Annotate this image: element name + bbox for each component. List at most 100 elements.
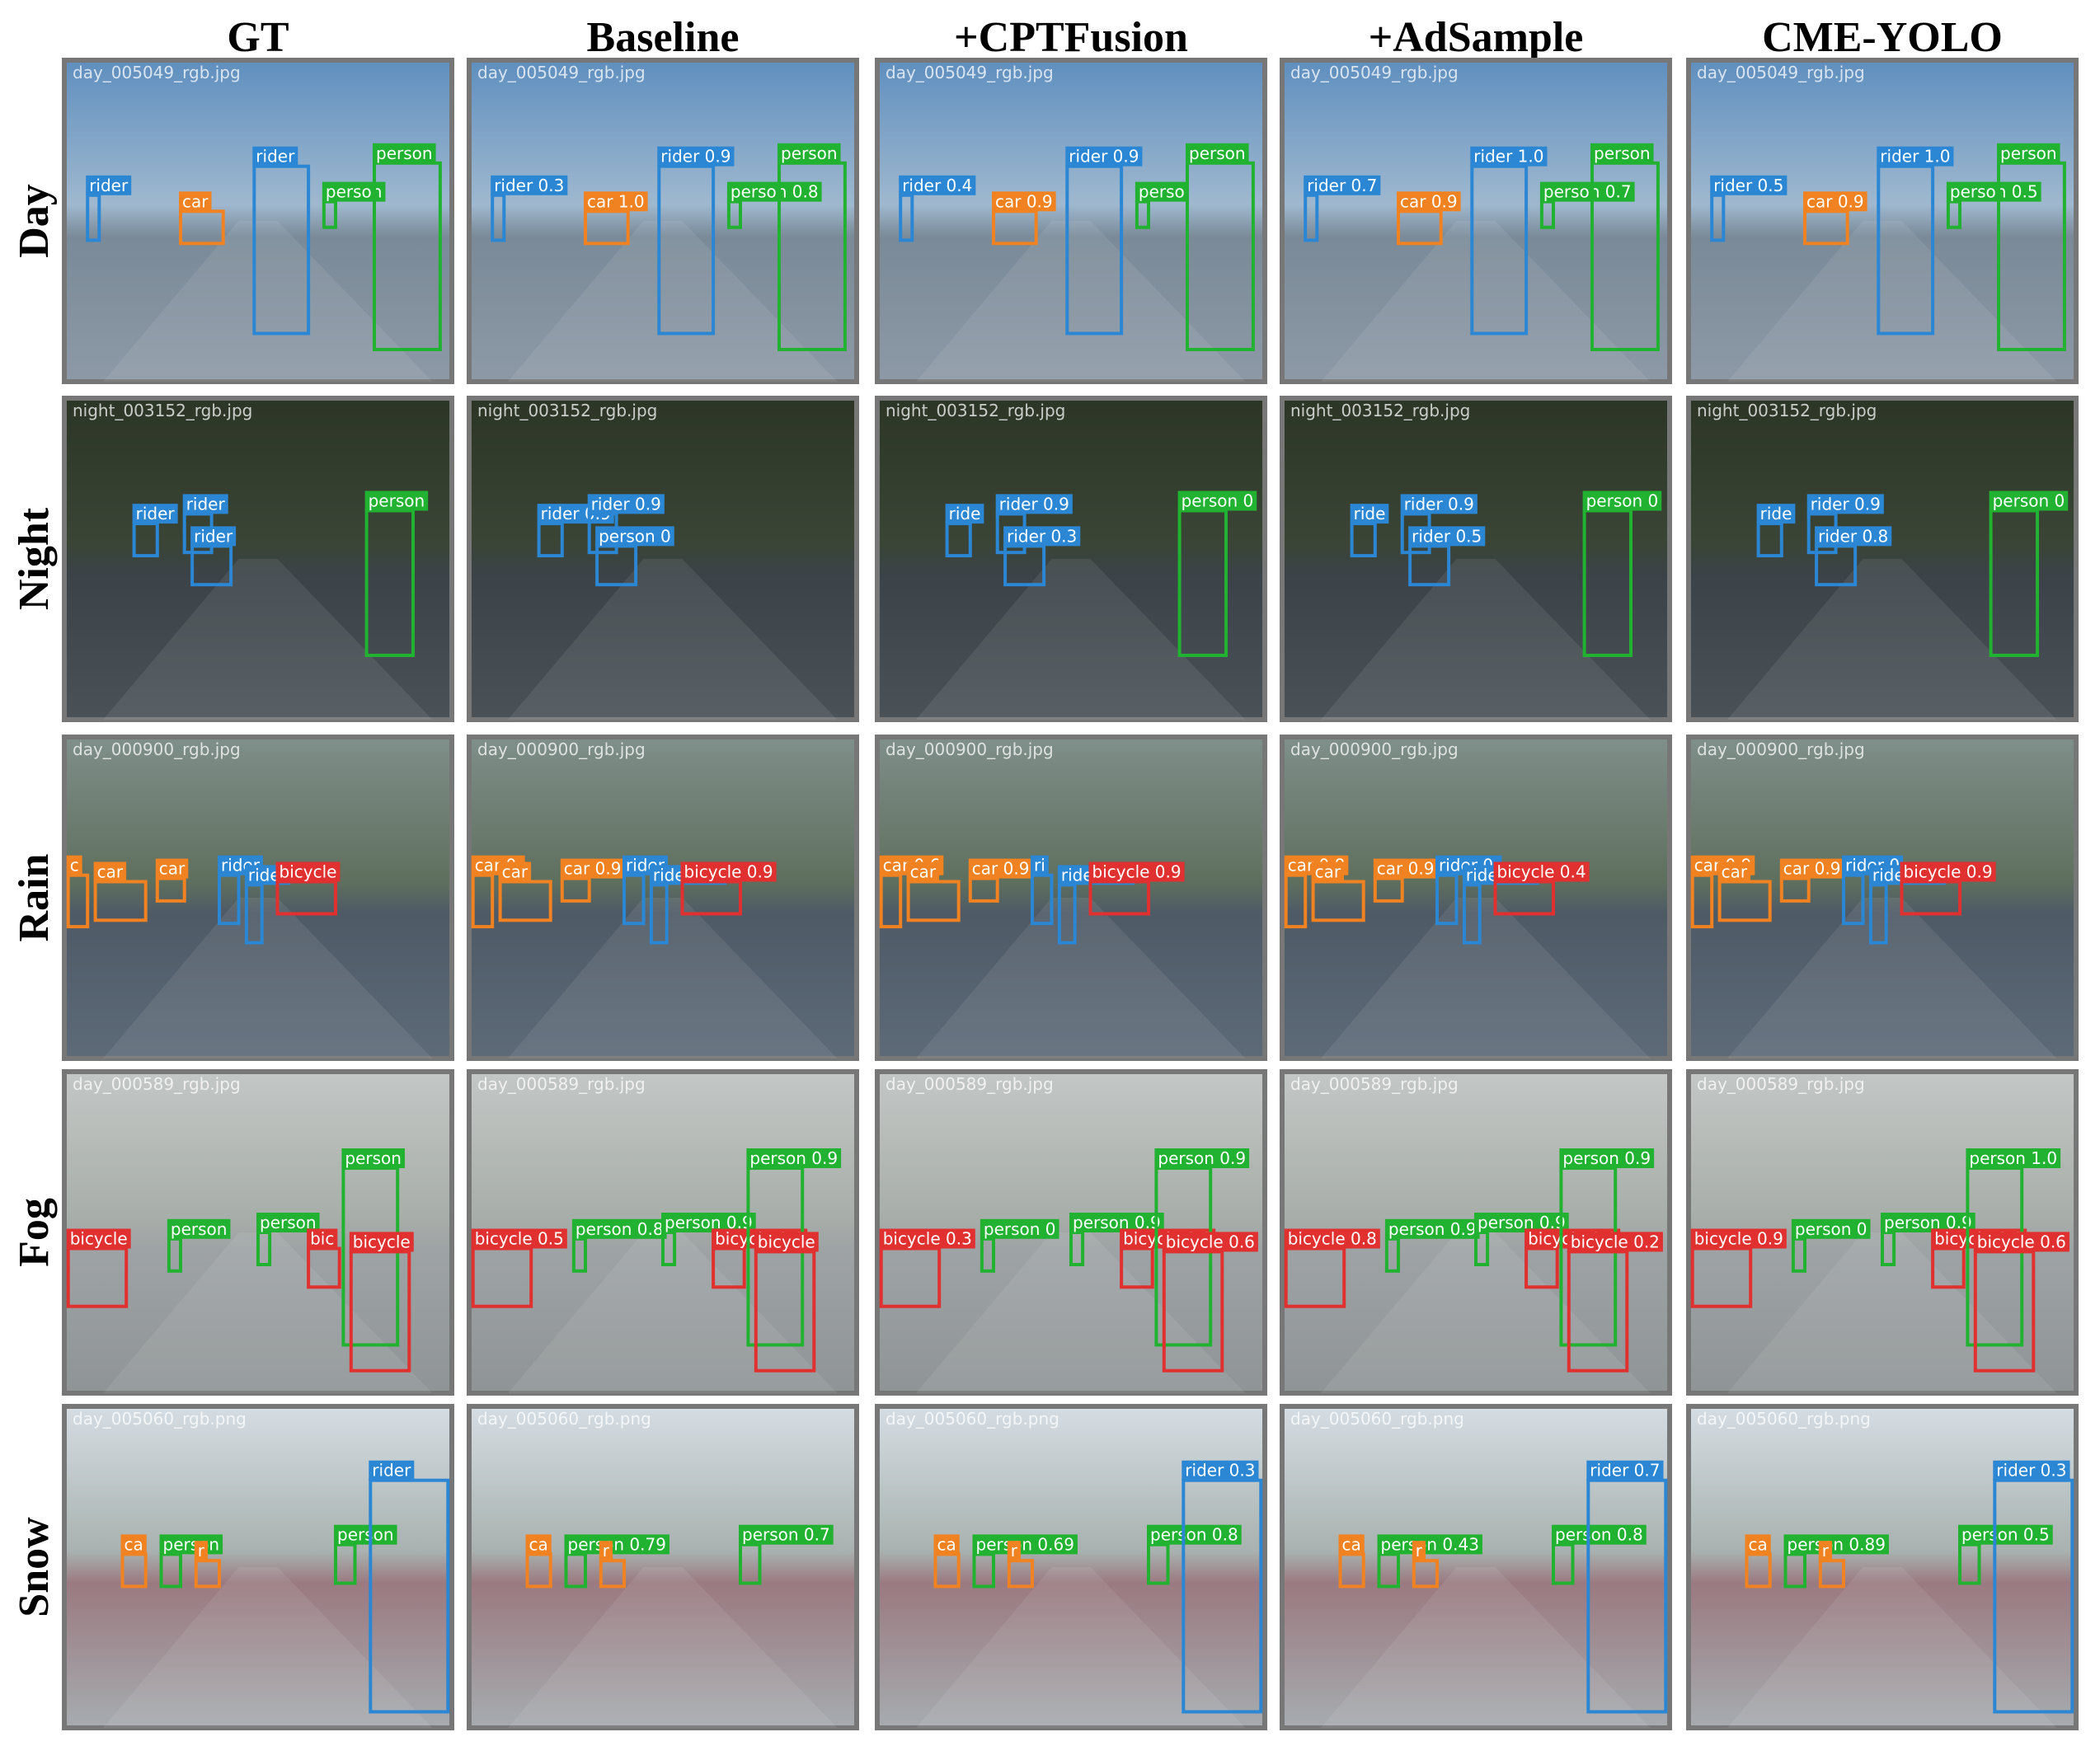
panel-image: [62, 735, 454, 1061]
label-background: [1007, 1541, 1022, 1561]
detection-label: person: [345, 1148, 402, 1168]
label-background: [155, 858, 189, 879]
label-background: [980, 1218, 1059, 1239]
label-background: [1031, 855, 1049, 875]
road: [508, 559, 838, 720]
file-name: day_000900_rgb.jpg: [477, 739, 646, 759]
label-background: [93, 861, 127, 882]
panel-image: [467, 735, 859, 1061]
detection-label: rider 0.9: [1404, 494, 1474, 514]
label-background: [1135, 181, 1188, 202]
detection-label: person 0.9: [1562, 1148, 1651, 1168]
detection-label: bicycle: [758, 1232, 815, 1251]
detection-label: car: [182, 191, 209, 211]
label-background: [1582, 490, 1662, 511]
label-background: [879, 1228, 975, 1249]
file-name: day_000900_rgb.jpg: [73, 739, 241, 759]
label-background: [1973, 1232, 2069, 1252]
panel-image: [467, 1404, 859, 1730]
detection-label: person 0.43: [1381, 1534, 1479, 1554]
road: [103, 221, 433, 382]
detection-label: rider 0.7: [1307, 176, 1377, 195]
detection-label: rider: [194, 526, 233, 546]
detection-label: rider: [136, 504, 176, 523]
road: [916, 221, 1246, 382]
detection-label: person: [1594, 143, 1651, 163]
detection-label: rider 0.3: [494, 176, 564, 195]
label-background: [599, 1541, 613, 1561]
detection-label: person 0: [984, 1219, 1056, 1239]
label-background: [778, 143, 841, 163]
label-background: [179, 191, 212, 212]
file-name: day_005060_rgb.png: [1697, 1409, 1871, 1429]
detection-label: rider 0.3: [1996, 1461, 2066, 1481]
detection-label: rider 0.9: [1811, 494, 1881, 514]
detection-label: car 0.9: [995, 191, 1053, 211]
detection-label: person 0.9: [749, 1148, 838, 1168]
row-label: Rain: [11, 853, 58, 941]
file-name: night_003152_rgb.jpg: [73, 401, 252, 420]
road: [916, 1567, 1246, 1728]
label-background: [132, 504, 178, 524]
label-background: [1350, 504, 1389, 524]
panel-image: [875, 1404, 1267, 1730]
detection-label: rider: [256, 147, 295, 167]
label-background: [1900, 861, 1996, 882]
row-label: Fog: [11, 1198, 58, 1267]
detection-label: rider: [89, 176, 129, 195]
detection-label: ca: [937, 1534, 956, 1554]
detection-label: person 0.8: [1150, 1525, 1238, 1545]
panel-image: [875, 396, 1267, 722]
detection-label: rider 1.0: [1473, 147, 1543, 167]
label-background: [491, 175, 568, 195]
detection-label: person 0.9: [1158, 1148, 1246, 1168]
detection-label: person 0.89: [1788, 1534, 1886, 1554]
road: [103, 898, 433, 1058]
label-background: [1710, 175, 1788, 195]
file-name: night_003152_rgb.jpg: [886, 401, 1065, 420]
detection-label: car: [910, 862, 937, 882]
label-background: [1567, 1232, 1663, 1252]
detection-label: person: [369, 491, 425, 511]
detection-label: person: [337, 1525, 394, 1545]
panel-image: [1280, 396, 1672, 722]
label-background: [1877, 146, 1954, 167]
label-background: [120, 1534, 147, 1555]
label-background: [252, 146, 298, 167]
file-name: day_005060_rgb.png: [477, 1409, 651, 1429]
label-background: [1338, 1534, 1365, 1555]
label-background: [1806, 494, 1884, 514]
label-background: [1815, 526, 1892, 547]
detection-label: bicycle 0.9: [1092, 862, 1182, 882]
file-name: day_005060_rgb.png: [1290, 1409, 1464, 1429]
detection-label: rider 0.3: [1185, 1461, 1255, 1481]
road: [103, 1567, 433, 1728]
label-background: [1690, 1228, 1787, 1249]
detection-label: bicycle 0.6: [1977, 1232, 2066, 1251]
result-panel: day_005049_rgb.jpgridercarriderpersonper…: [62, 58, 454, 384]
label-background: [1997, 143, 2060, 163]
detection-label: person 0: [1795, 1219, 1867, 1239]
detection-label: bicycle 0.8: [1288, 1229, 1377, 1249]
detection-label: person 0: [599, 526, 671, 546]
detection-label: bicycle: [280, 862, 337, 882]
road: [1727, 898, 2057, 1058]
detection-label: rider: [372, 1461, 411, 1481]
column-header: GT: [227, 14, 289, 61]
road: [508, 1567, 838, 1728]
label-background: [1756, 504, 1796, 524]
file-name: day_005049_rgb.jpg: [886, 63, 1054, 82]
label-background: [369, 1460, 415, 1481]
detection-label: person: [1189, 143, 1246, 163]
panel-image: [1280, 58, 1672, 384]
row-label: Snow: [11, 1517, 58, 1617]
row-label: Night: [11, 507, 58, 610]
